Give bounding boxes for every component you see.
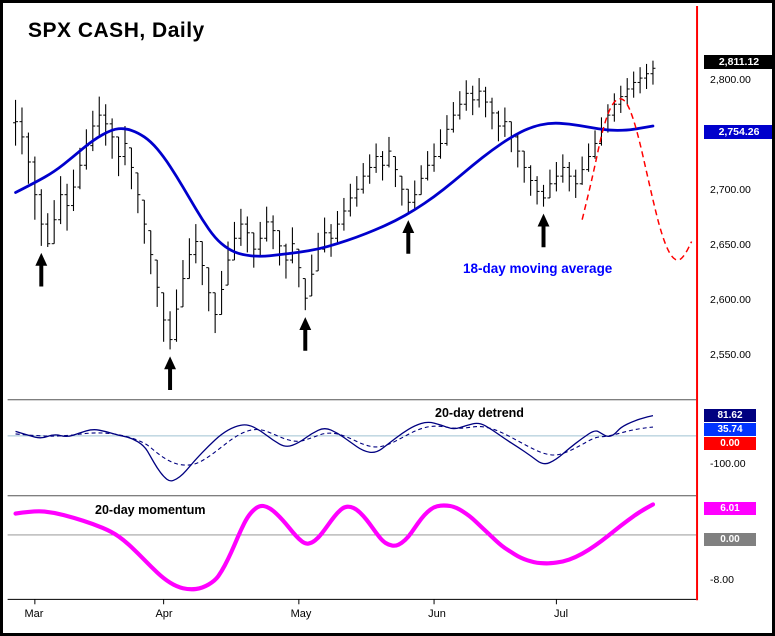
last-price-badge: 2,811.12	[704, 55, 772, 69]
detrend-line	[15, 415, 654, 482]
cycle-projection-line	[581, 97, 693, 261]
up-arrow-icon	[35, 252, 48, 287]
x-axis-label-mar: Mar	[24, 608, 44, 620]
y-axis-label-2650: 2,650.00	[710, 239, 751, 251]
detrend-value-badge: 81.62	[704, 409, 756, 422]
chart-canvas[interactable]	[3, 3, 772, 633]
y-axis-label-2600: 2,600.00	[710, 294, 751, 306]
detrend-axis-label-lower: -100.00	[710, 458, 746, 470]
momentum-value-badge: 6.01	[704, 502, 756, 515]
ma-line	[14, 121, 655, 258]
ma-annotation: 18-day moving average	[463, 261, 613, 276]
ma-value-badge: 2,754.26	[704, 125, 772, 139]
up-arrow-icon	[402, 220, 415, 254]
detrend-annotation: 20-day detrend	[435, 406, 524, 420]
momentum-line	[13, 502, 656, 592]
detrend-zero-badge: 0.00	[704, 437, 756, 450]
up-arrow-icon	[299, 317, 312, 351]
momentum-zero-badge: 0.00	[704, 533, 756, 546]
x-axis-label-may: May	[290, 608, 312, 620]
x-axis-label-apr: Apr	[155, 608, 173, 620]
y-axis-label-2550: 2,550.00	[710, 349, 751, 361]
detrend-average-line	[15, 425, 654, 466]
momentum-axis-label-lower: -8.00	[710, 574, 734, 586]
chart-title: SPX CASH, Daily	[28, 19, 205, 42]
detrend-avg-value-badge: 35.74	[704, 423, 756, 436]
y-axis-label-2800: 2,800.00	[710, 74, 751, 86]
up-arrow-icon	[537, 213, 550, 248]
momentum-annotation: 20-day momentum	[95, 503, 206, 517]
x-axis-label-jun: Jun	[428, 608, 446, 620]
x-axis-label-jul: Jul	[553, 608, 569, 620]
y-axis-label-2700: 2,700.00	[710, 184, 751, 196]
up-arrow-icon	[164, 356, 177, 391]
